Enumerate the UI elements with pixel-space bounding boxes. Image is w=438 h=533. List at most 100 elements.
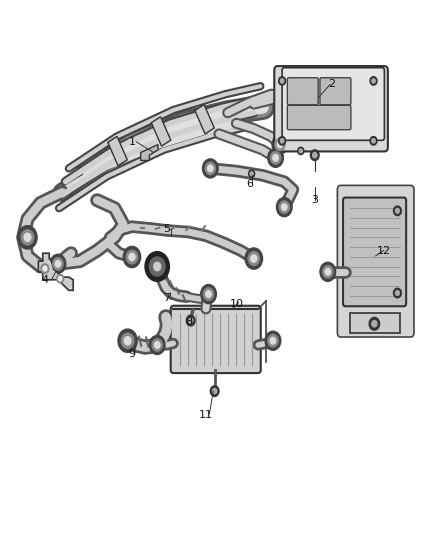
Circle shape bbox=[149, 257, 165, 276]
Text: 3: 3 bbox=[311, 195, 318, 205]
Circle shape bbox=[265, 331, 281, 350]
Circle shape bbox=[287, 95, 299, 110]
Circle shape bbox=[393, 288, 401, 298]
Circle shape bbox=[276, 198, 292, 216]
Circle shape bbox=[270, 337, 276, 344]
Circle shape bbox=[272, 135, 288, 154]
Circle shape bbox=[291, 100, 295, 104]
FancyBboxPatch shape bbox=[320, 78, 351, 105]
FancyBboxPatch shape bbox=[343, 198, 406, 306]
Circle shape bbox=[43, 266, 47, 271]
Circle shape bbox=[206, 290, 211, 297]
Circle shape bbox=[18, 225, 37, 249]
Circle shape bbox=[202, 159, 218, 178]
FancyBboxPatch shape bbox=[274, 66, 388, 151]
Circle shape bbox=[271, 151, 281, 164]
Circle shape bbox=[323, 265, 333, 278]
Circle shape bbox=[186, 316, 195, 326]
Circle shape bbox=[281, 87, 297, 107]
Circle shape bbox=[268, 335, 278, 347]
Circle shape bbox=[21, 230, 34, 245]
Circle shape bbox=[393, 206, 401, 216]
Circle shape bbox=[188, 318, 193, 323]
Circle shape bbox=[155, 342, 160, 348]
Circle shape bbox=[145, 252, 170, 281]
Circle shape bbox=[289, 98, 297, 107]
Circle shape bbox=[320, 262, 336, 281]
Circle shape bbox=[58, 277, 62, 281]
Circle shape bbox=[370, 136, 377, 145]
Circle shape bbox=[126, 250, 138, 264]
Circle shape bbox=[201, 285, 216, 304]
Circle shape bbox=[50, 254, 66, 273]
Circle shape bbox=[280, 79, 284, 83]
Circle shape bbox=[396, 208, 399, 213]
FancyBboxPatch shape bbox=[282, 68, 385, 140]
Circle shape bbox=[210, 386, 219, 397]
Polygon shape bbox=[39, 253, 73, 290]
Circle shape bbox=[273, 155, 278, 161]
Text: 8: 8 bbox=[185, 317, 192, 327]
Circle shape bbox=[53, 257, 63, 270]
Text: 4: 4 bbox=[41, 274, 49, 285]
Circle shape bbox=[370, 77, 377, 85]
Circle shape bbox=[325, 269, 331, 275]
Circle shape bbox=[212, 389, 217, 394]
Circle shape bbox=[118, 329, 137, 352]
Circle shape bbox=[124, 337, 131, 345]
Text: 12: 12 bbox=[377, 246, 392, 256]
Circle shape bbox=[249, 170, 254, 177]
Circle shape bbox=[41, 264, 49, 273]
Circle shape bbox=[396, 290, 399, 295]
Circle shape bbox=[311, 150, 319, 160]
Circle shape bbox=[245, 248, 262, 269]
Bar bbox=[195, 104, 214, 134]
Circle shape bbox=[280, 139, 284, 143]
Text: 6: 6 bbox=[246, 179, 253, 189]
FancyBboxPatch shape bbox=[171, 306, 261, 373]
Circle shape bbox=[283, 91, 294, 103]
Circle shape bbox=[286, 93, 291, 100]
Circle shape bbox=[250, 172, 253, 175]
Circle shape bbox=[208, 165, 213, 172]
Text: 5: 5 bbox=[163, 224, 170, 235]
Circle shape bbox=[129, 253, 135, 261]
Text: 2: 2 bbox=[328, 78, 336, 88]
Polygon shape bbox=[141, 144, 158, 160]
Circle shape bbox=[372, 79, 375, 83]
Polygon shape bbox=[350, 313, 399, 333]
Text: 11: 11 bbox=[199, 410, 213, 420]
Text: 9: 9 bbox=[128, 349, 135, 359]
Circle shape bbox=[372, 320, 377, 327]
Circle shape bbox=[154, 262, 161, 271]
Circle shape bbox=[369, 317, 380, 330]
Circle shape bbox=[123, 246, 141, 268]
Text: 10: 10 bbox=[230, 298, 244, 309]
Circle shape bbox=[152, 339, 162, 351]
Circle shape bbox=[268, 148, 283, 167]
Text: 1: 1 bbox=[128, 137, 135, 147]
Circle shape bbox=[248, 252, 259, 265]
Bar bbox=[152, 117, 171, 146]
Circle shape bbox=[275, 139, 285, 151]
FancyBboxPatch shape bbox=[287, 78, 318, 105]
Circle shape bbox=[57, 274, 64, 283]
Circle shape bbox=[372, 139, 375, 143]
Circle shape bbox=[279, 136, 286, 145]
Circle shape bbox=[277, 141, 283, 148]
Circle shape bbox=[205, 162, 215, 175]
Circle shape bbox=[299, 149, 302, 153]
Circle shape bbox=[282, 204, 287, 211]
Circle shape bbox=[204, 288, 214, 300]
FancyBboxPatch shape bbox=[287, 106, 351, 130]
Circle shape bbox=[251, 255, 257, 262]
Circle shape bbox=[298, 147, 304, 155]
Circle shape bbox=[279, 201, 290, 213]
Circle shape bbox=[121, 333, 134, 348]
Circle shape bbox=[313, 152, 317, 158]
Bar bbox=[108, 136, 127, 166]
Circle shape bbox=[24, 233, 31, 241]
Circle shape bbox=[149, 335, 165, 354]
FancyBboxPatch shape bbox=[337, 185, 414, 337]
Circle shape bbox=[279, 77, 286, 85]
